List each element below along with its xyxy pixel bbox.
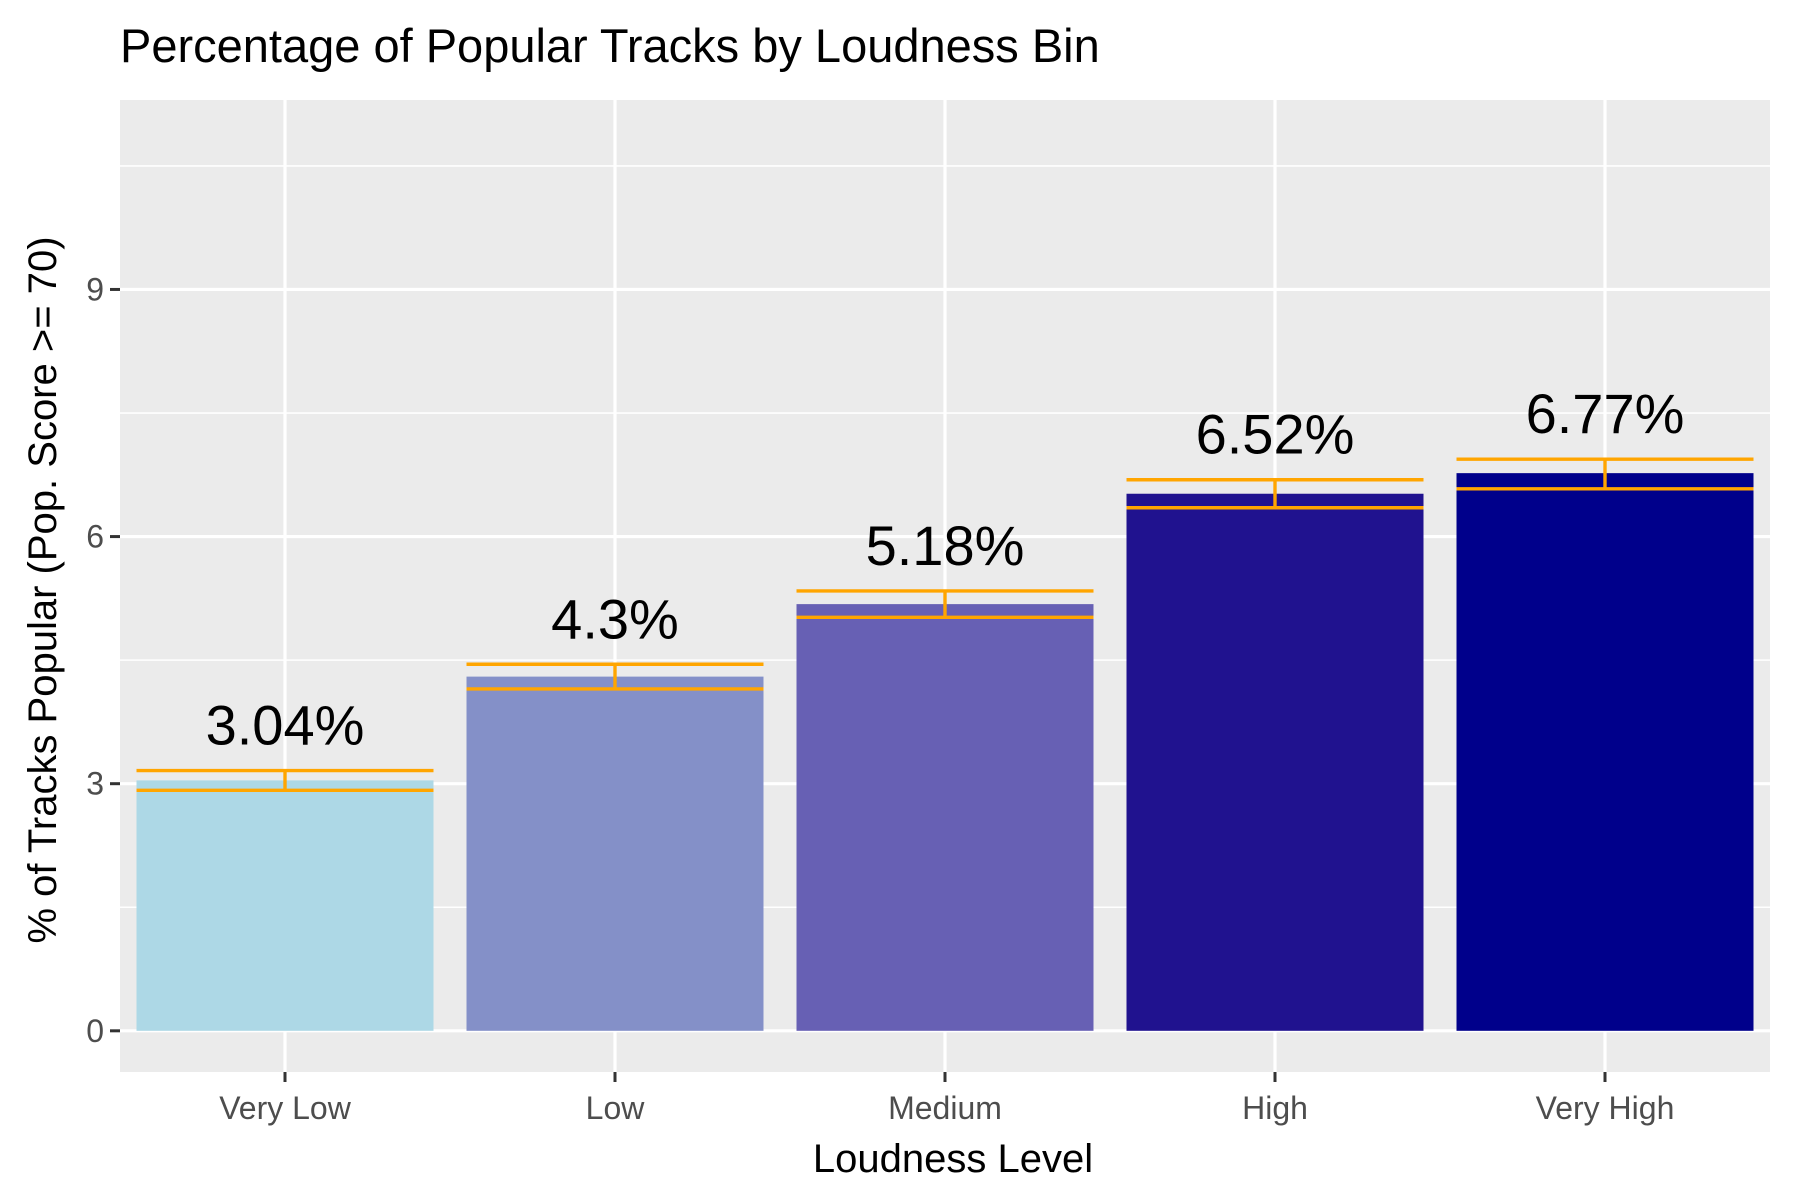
x-tick-label: Very High — [1536, 1090, 1675, 1126]
bar-medium — [796, 604, 1094, 1031]
bar-low — [466, 676, 764, 1031]
y-tick-label: 6 — [86, 519, 104, 555]
x-tick-label: Medium — [888, 1090, 1002, 1126]
bar-very-low — [136, 780, 434, 1031]
y-axis-title: % of Tracks Popular (Pop. Score >= 70) — [21, 236, 65, 943]
data-label: 6.52% — [1196, 403, 1355, 466]
x-tick-label: Very Low — [219, 1090, 352, 1126]
y-tick-label: 3 — [86, 766, 104, 802]
y-tick-label: 9 — [86, 271, 104, 307]
x-tick-label: Low — [586, 1090, 646, 1126]
y-tick-label: 0 — [86, 1013, 104, 1049]
data-label: 5.18% — [866, 514, 1025, 577]
bar-very-high — [1456, 473, 1754, 1031]
data-label: 3.04% — [206, 694, 365, 757]
chart-title: Percentage of Popular Tracks by Loudness… — [120, 19, 1100, 72]
x-axis-title: Loudness Level — [813, 1137, 1093, 1181]
bar-high — [1126, 493, 1424, 1031]
x-tick-label: High — [1242, 1090, 1308, 1126]
data-label: 6.77% — [1526, 382, 1685, 445]
data-label: 4.3% — [551, 587, 679, 650]
plot-panel: 3.04% 4.3% 5.18% 6.52% 6.77% 0 3 6 9 Very Low Low M… — [86, 100, 1770, 1126]
